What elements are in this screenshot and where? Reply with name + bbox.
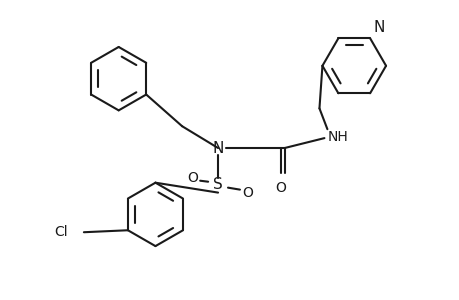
Text: N: N — [372, 20, 384, 35]
Text: O: O — [274, 181, 285, 195]
Text: NH: NH — [327, 130, 347, 144]
Text: O: O — [242, 186, 253, 200]
Text: Cl: Cl — [54, 225, 68, 239]
Text: N: N — [212, 140, 223, 155]
Text: S: S — [213, 177, 223, 192]
Text: O: O — [186, 171, 197, 185]
